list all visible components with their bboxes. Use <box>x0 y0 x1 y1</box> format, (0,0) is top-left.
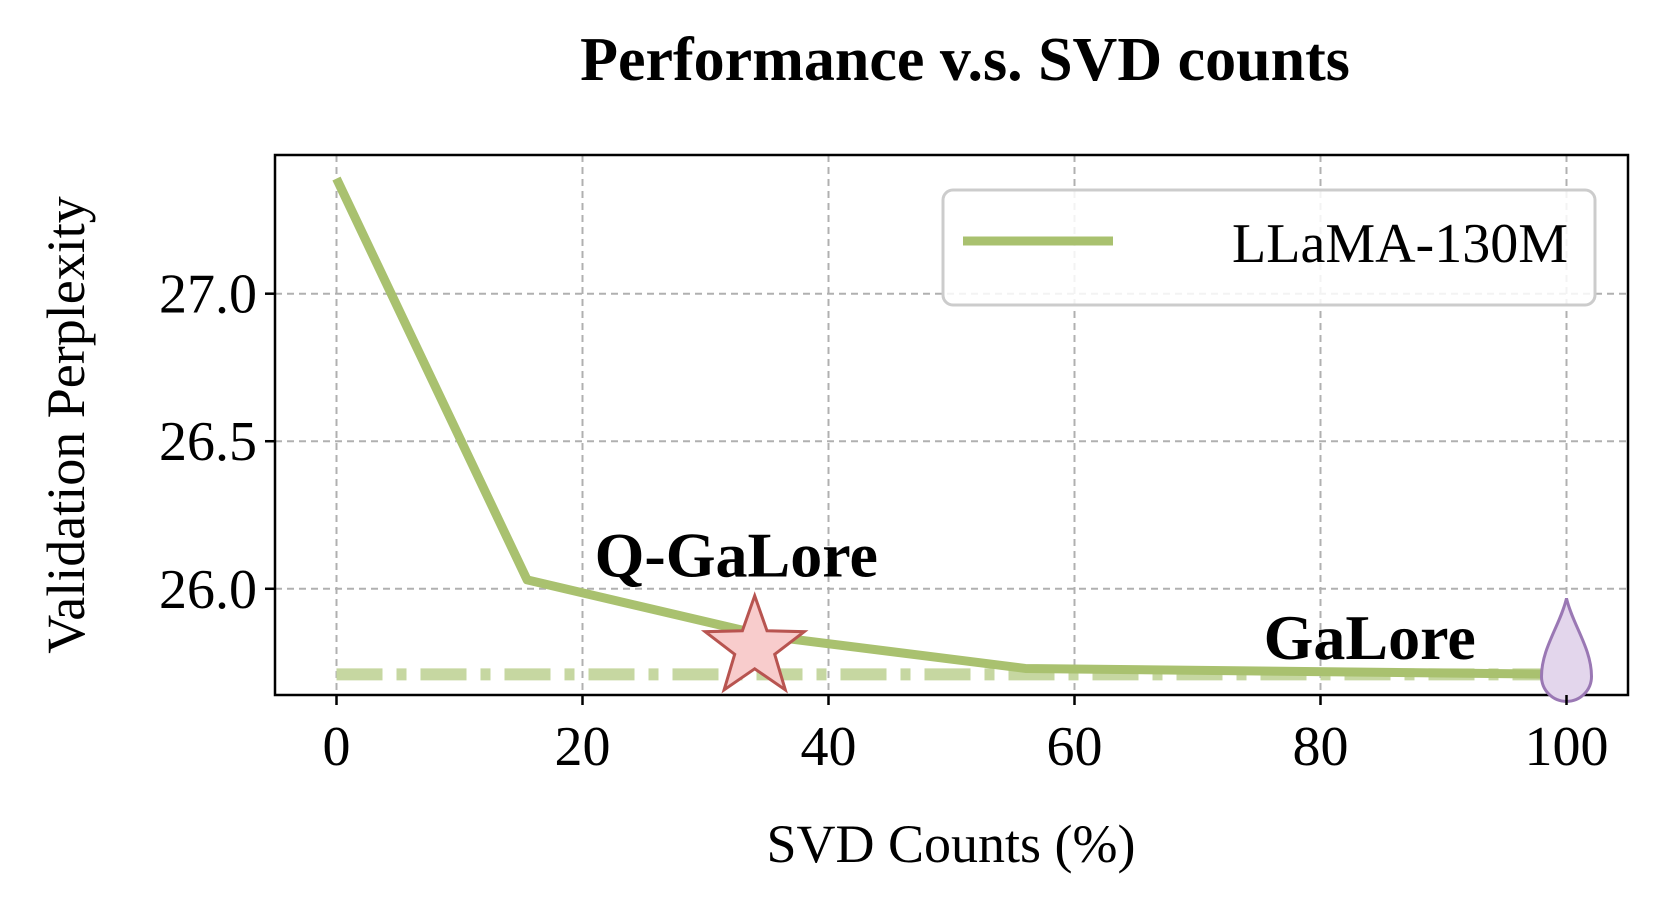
legend: LLaMA-130M <box>941 188 1597 307</box>
y-axis-ticks: 26.0 26.5 27.0 <box>159 264 275 621</box>
plot-frame <box>273 153 1630 697</box>
x-tick-label-3: 60 <box>1047 716 1103 778</box>
x-tick-label-4: 80 <box>1293 716 1349 778</box>
annotation-label-0: Q-GaLore <box>595 519 878 590</box>
y-tick-label-2: 27.0 <box>159 264 257 326</box>
x-tick-label-5: 100 <box>1525 716 1609 778</box>
legend-box <box>941 188 1597 307</box>
q-galore-star-marker <box>700 591 809 694</box>
x-tick-label-1: 20 <box>555 716 611 778</box>
legend-label: LLaMA-130M <box>1232 213 1568 275</box>
x-tick-label-2: 40 <box>801 716 857 778</box>
x-axis-label: SVD Counts (%) <box>766 814 1135 874</box>
y-tick-label-0: 26.0 <box>159 559 257 621</box>
chart-title: Performance v.s. SVD counts <box>580 26 1350 94</box>
marker-layer: Q-GaLore GaLore <box>595 519 1594 703</box>
y-tick-label-1: 26.5 <box>159 411 257 473</box>
x-axis-ticks: 0 20 40 60 80 100 <box>323 695 1609 778</box>
y-axis-label: Validation Perplexity <box>36 196 96 653</box>
annotation-label-1: GaLore <box>1264 602 1476 673</box>
galore-drop-marker <box>1539 598 1594 703</box>
x-tick-label-0: 0 <box>323 716 351 778</box>
